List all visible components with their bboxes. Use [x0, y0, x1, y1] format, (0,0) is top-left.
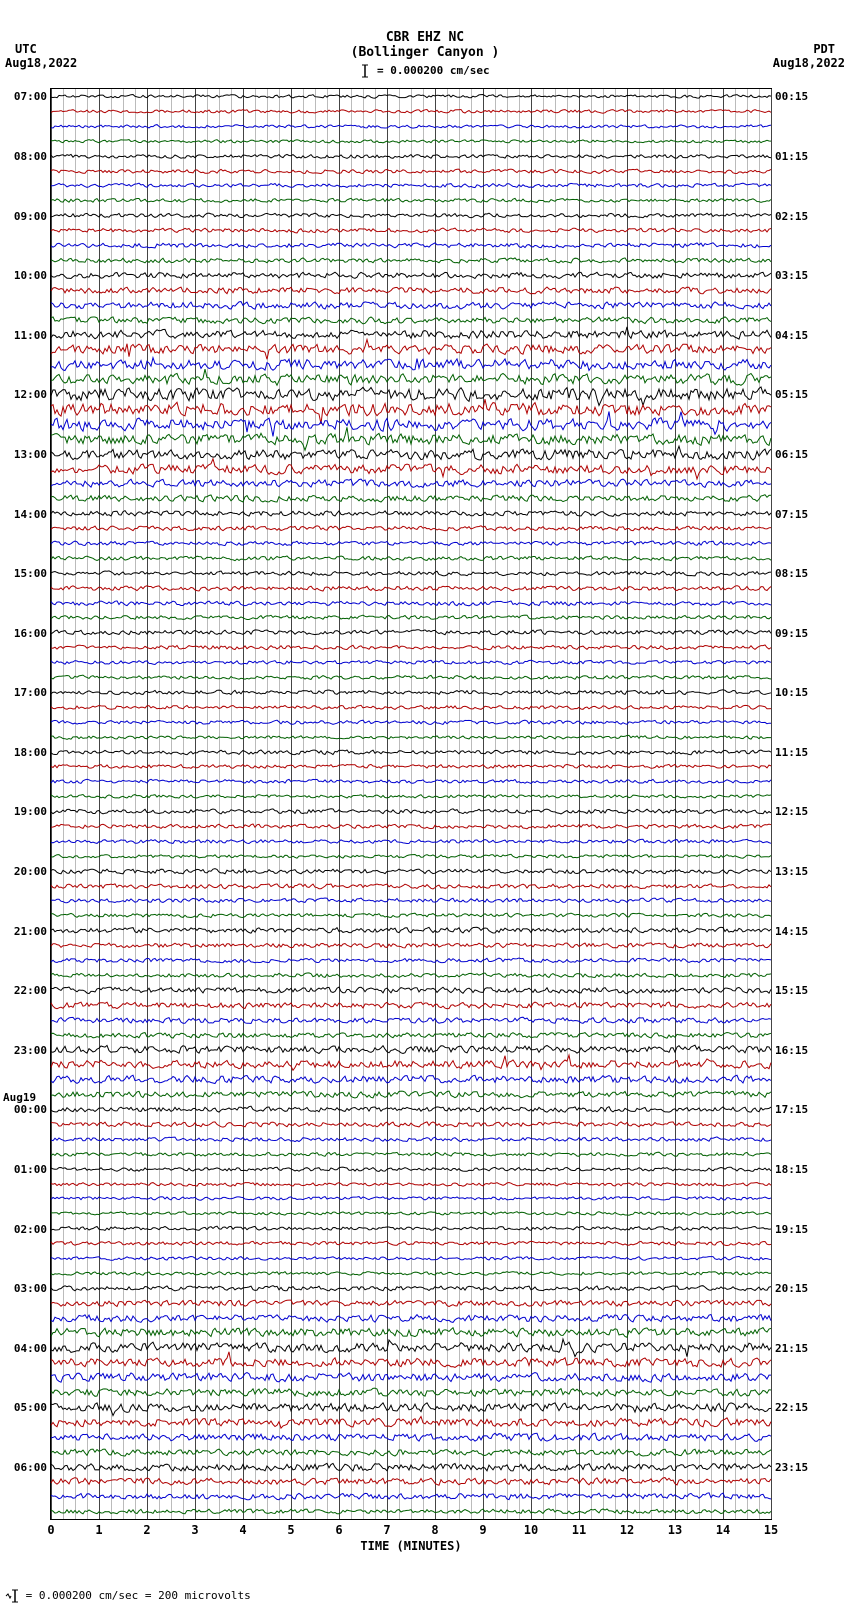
utc-time-label: 12:00	[3, 388, 47, 401]
pdt-time-label: 17:15	[775, 1103, 819, 1116]
utc-time-label: 03:00	[3, 1282, 47, 1295]
utc-time-label: 20:00	[3, 865, 47, 878]
pdt-time-label: 00:15	[775, 90, 819, 103]
utc-time-label: 11:00	[3, 329, 47, 342]
pdt-time-label: 22:15	[775, 1401, 819, 1414]
pdt-time-label: 16:15	[775, 1044, 819, 1057]
footer-scale-text: = 0.000200 cm/sec = 200 microvolts	[26, 1589, 251, 1602]
pdt-time-label: 04:15	[775, 329, 819, 342]
tz-right-label: PDT	[813, 42, 835, 56]
pdt-time-label: 02:15	[775, 210, 819, 223]
utc-time-label: 21:00	[3, 925, 47, 938]
utc-time-label: 22:00	[3, 984, 47, 997]
utc-time-label: 00:00	[3, 1103, 47, 1116]
pdt-time-label: 06:15	[775, 448, 819, 461]
utc-time-label: 23:00	[3, 1044, 47, 1057]
tz-left-label: UTC	[15, 42, 37, 56]
trace	[51, 1489, 771, 1534]
utc-time-label: 09:00	[3, 210, 47, 223]
helicorder-container: UTC Aug18,2022 PDT Aug18,2022 CBR EHZ NC…	[0, 0, 850, 1613]
utc-time-label: 04:00	[3, 1342, 47, 1355]
pdt-time-label: 18:15	[775, 1163, 819, 1176]
chart-subtitle: (Bollinger Canyon )	[0, 45, 850, 60]
utc-time-label: 06:00	[3, 1461, 47, 1474]
x-axis-title: TIME (MINUTES)	[360, 1539, 461, 1553]
pdt-time-label: 07:15	[775, 508, 819, 521]
utc-time-label: 10:00	[3, 269, 47, 282]
pdt-time-label: 03:15	[775, 269, 819, 282]
pdt-time-label: 19:15	[775, 1223, 819, 1236]
pdt-time-label: 20:15	[775, 1282, 819, 1295]
pdt-time-label: 09:15	[775, 627, 819, 640]
pdt-time-label: 01:15	[775, 150, 819, 163]
chart-title: CBR EHZ NC	[0, 30, 850, 45]
date-left-label: Aug18,2022	[5, 56, 77, 70]
utc-time-label: 13:00	[3, 448, 47, 461]
pdt-time-label: 10:15	[775, 686, 819, 699]
utc-time-label: 15:00	[3, 567, 47, 580]
utc-time-label: 16:00	[3, 627, 47, 640]
utc-time-label: 14:00	[3, 508, 47, 521]
utc-time-label: 19:00	[3, 805, 47, 818]
utc-time-label: 01:00	[3, 1163, 47, 1176]
plot-area: TIME (MINUTES) 012345678910111213141507:…	[50, 88, 772, 1520]
gridline-major	[771, 89, 772, 1519]
date-right-label: Aug18,2022	[773, 56, 845, 70]
pdt-time-label: 12:15	[775, 805, 819, 818]
pdt-time-label: 23:15	[775, 1461, 819, 1474]
pdt-time-label: 08:15	[775, 567, 819, 580]
footer-scale-bar-icon	[5, 1589, 19, 1603]
pdt-time-label: 11:15	[775, 746, 819, 759]
day-break-label: Aug19	[3, 1091, 36, 1104]
pdt-time-label: 15:15	[775, 984, 819, 997]
pdt-time-label: 05:15	[775, 388, 819, 401]
utc-time-label: 05:00	[3, 1401, 47, 1414]
pdt-time-label: 14:15	[775, 925, 819, 938]
utc-time-label: 08:00	[3, 150, 47, 163]
utc-time-label: 07:00	[3, 90, 47, 103]
utc-time-label: 18:00	[3, 746, 47, 759]
chart-header: CBR EHZ NC (Bollinger Canyon ) = 0.00020…	[0, 0, 850, 78]
utc-time-label: 17:00	[3, 686, 47, 699]
pdt-time-label: 21:15	[775, 1342, 819, 1355]
footer-scale: = 0.000200 cm/sec = 200 microvolts	[5, 1589, 251, 1603]
pdt-time-label: 13:15	[775, 865, 819, 878]
utc-time-label: 02:00	[3, 1223, 47, 1236]
